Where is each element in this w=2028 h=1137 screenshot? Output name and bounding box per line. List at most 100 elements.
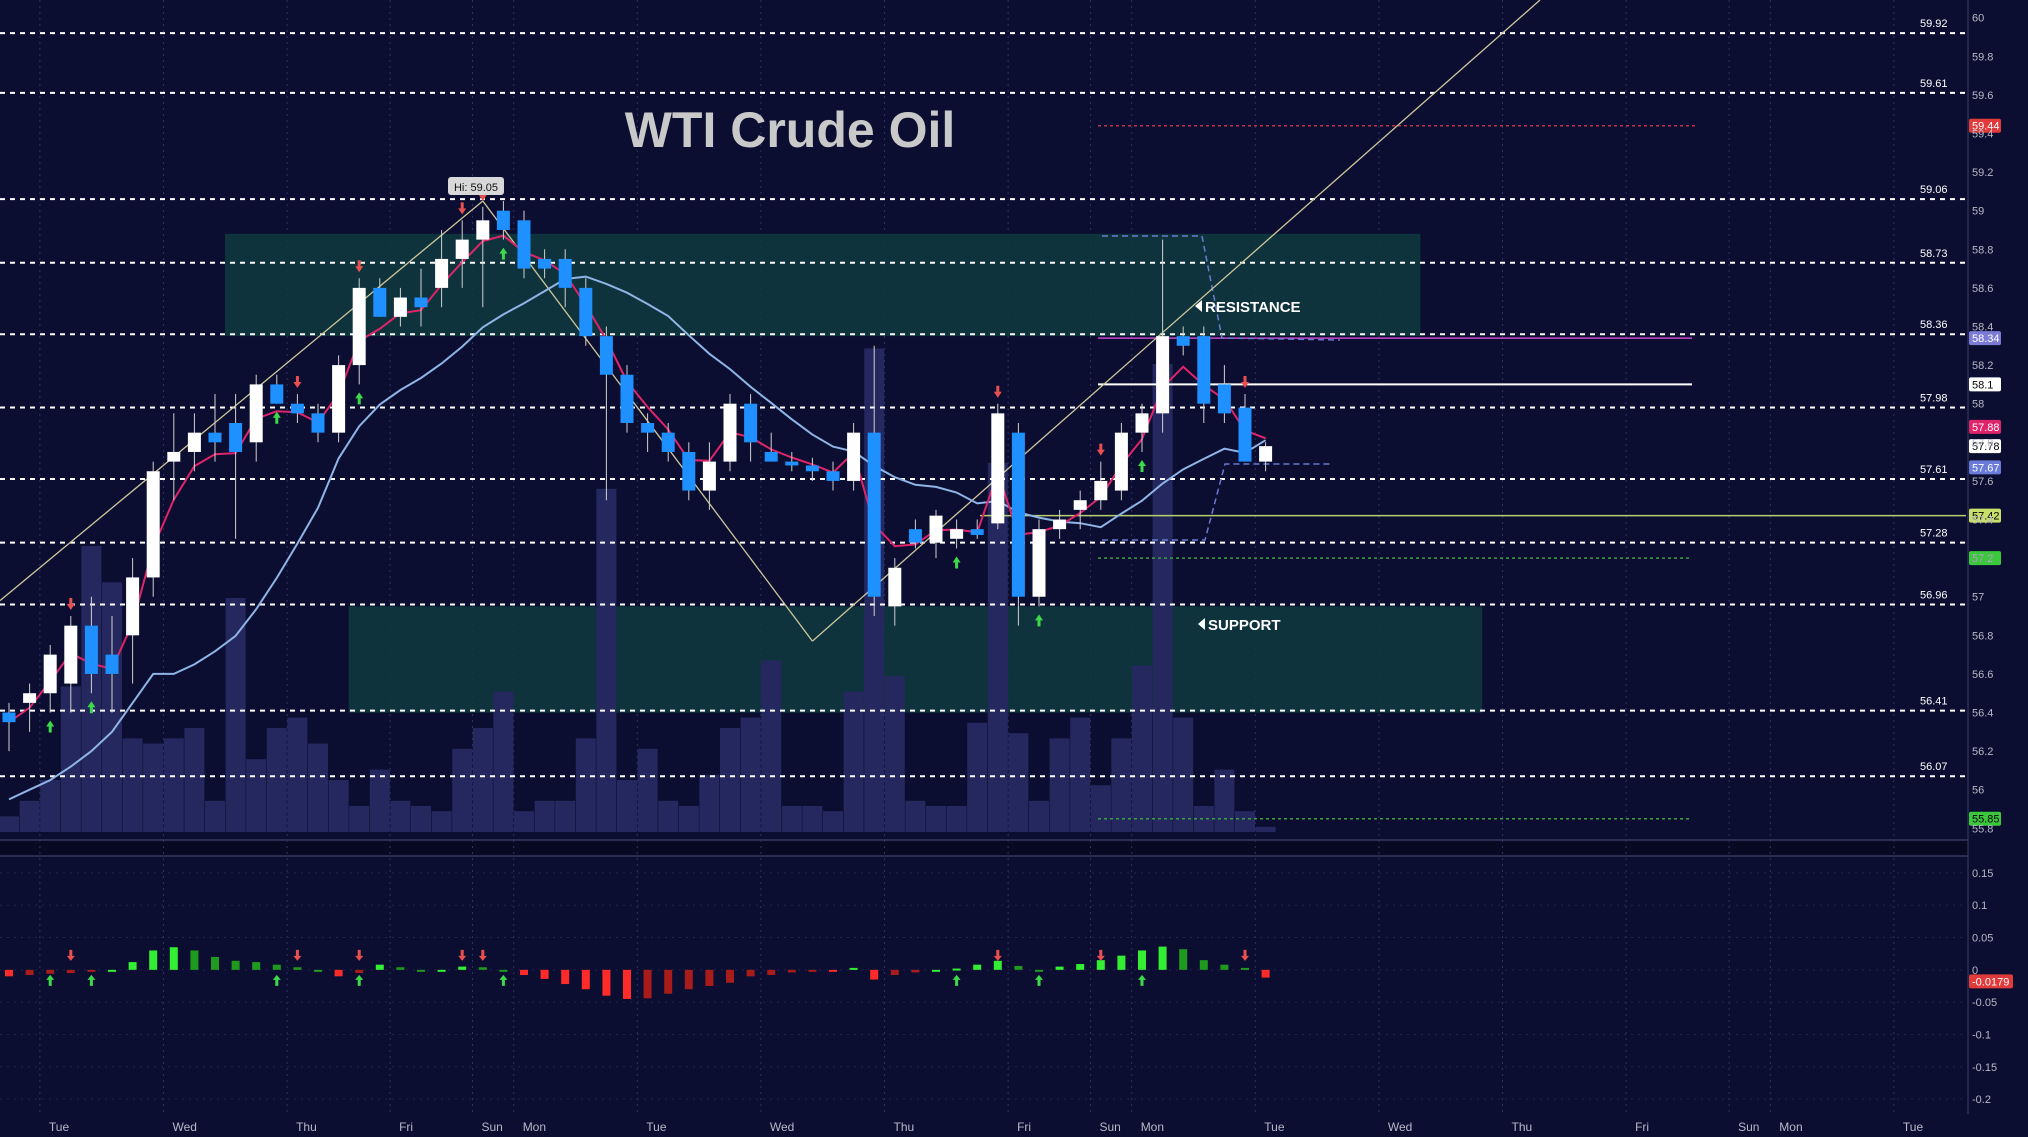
candle-body — [146, 471, 160, 578]
oscillator-tick-label: -0.05 — [1972, 997, 1997, 1009]
support-label: SUPPORT — [1208, 617, 1281, 634]
price-tags: 59.44 58.34 58.1 57.88 57.78 57.67 57.42 57.2 55… — [1969, 118, 2001, 826]
time-axis-label: Tue — [1903, 1120, 1924, 1134]
price-tick-label: 56.8 — [1972, 630, 1993, 642]
volume-bar — [926, 806, 946, 832]
level-line-label: 56.96 — [1920, 589, 1948, 601]
candle-body — [538, 258, 552, 269]
candle-body — [908, 529, 922, 543]
price-tick-label: 59 — [1972, 206, 1984, 218]
volume-bar — [802, 806, 823, 832]
oscillator-bar — [1117, 955, 1126, 970]
time-axis-label: Fri — [1635, 1120, 1649, 1134]
time-axis-label: Tue — [1264, 1120, 1285, 1134]
level-line-label: 59.92 — [1920, 18, 1948, 30]
volume-bar — [1090, 785, 1111, 832]
time-axis-label: Tue — [49, 1120, 70, 1134]
price-tick-label: 57.6 — [1972, 476, 1993, 488]
price-tag-box — [1969, 551, 2001, 566]
price-tick-label: 57 — [1972, 592, 1984, 604]
candle-body — [373, 287, 387, 317]
oscillator-buy-arrow-icon — [1035, 974, 1043, 986]
volume-bar — [740, 717, 761, 832]
candle-body — [64, 625, 78, 684]
candle-body — [661, 432, 675, 452]
volume-bar — [699, 774, 720, 832]
oscillator-bar — [66, 969, 75, 974]
volume-bar — [946, 806, 967, 832]
oscillator-bar — [149, 950, 158, 970]
candle-body — [867, 432, 881, 597]
level-line-label: 57.61 — [1920, 464, 1948, 476]
oscillator-bar — [581, 969, 590, 990]
candle-body — [352, 287, 366, 366]
oscillator-bar — [623, 969, 631, 999]
sell-signal-arrow-icon — [458, 202, 467, 215]
oscillator-buy-arrow-icon — [952, 974, 961, 986]
oscillator-bar — [478, 967, 487, 970]
volume-bar — [720, 728, 740, 832]
oscillator-bar — [499, 969, 508, 972]
time-axis-label: Fri — [1017, 1120, 1031, 1134]
price-tag-box — [1969, 439, 2001, 454]
oscillator-bar — [334, 969, 343, 977]
oscillator-bar — [890, 969, 899, 976]
chart-title: WTI Crude Oil — [625, 102, 956, 158]
oscillator-bar — [437, 969, 446, 972]
oscillator-buy-arrow-icon — [355, 974, 364, 986]
oscillator-bar — [1096, 960, 1105, 970]
candle-body — [1238, 407, 1252, 462]
price-tag-box — [1969, 377, 2001, 392]
candle-body — [455, 239, 469, 259]
candle-body — [167, 451, 181, 462]
candle-body — [1094, 480, 1108, 501]
signal-arrows — [46, 188, 1249, 733]
volume-bar — [1214, 769, 1235, 832]
volume-bar — [369, 769, 390, 832]
volume-bar — [328, 780, 349, 832]
support-pointer-icon — [1198, 618, 1205, 630]
price-tick-label: 57.8 — [1972, 437, 1993, 449]
volume-bar — [1193, 806, 1214, 832]
oscillator-sell-arrow-icon — [66, 949, 75, 961]
candle-body — [126, 577, 140, 636]
candle-body — [332, 365, 346, 433]
time-axis-label: Fri — [399, 1120, 413, 1134]
price-tick-label: 56.6 — [1972, 669, 1993, 681]
oscillator-tick-label: -0.15 — [1972, 1062, 1997, 1074]
time-axis-label: Thu — [1512, 1120, 1533, 1134]
oscillator-bar — [993, 960, 1002, 970]
volume-bar — [884, 676, 905, 832]
oscillator-bar — [602, 969, 611, 996]
candle-body — [2, 712, 16, 723]
candle-body — [311, 413, 325, 433]
oscillator-bar — [1014, 965, 1023, 970]
time-axis-label: Sun — [1100, 1120, 1121, 1134]
buy-signal-arrow-icon — [1035, 614, 1043, 627]
oscillator-bar — [108, 969, 116, 972]
volume-bar — [143, 743, 164, 832]
volume-bar — [452, 748, 473, 832]
time-axis-label: Mon — [523, 1120, 546, 1134]
price-tag-text: 57.78 — [1972, 441, 2000, 453]
buy-signal-arrow-icon — [46, 720, 55, 733]
candle-body — [249, 384, 263, 443]
candle-body — [847, 432, 861, 481]
oscillator-bar — [973, 964, 982, 970]
candle-body — [270, 384, 284, 404]
volume-bar — [349, 806, 370, 832]
oscillator-bar — [25, 969, 34, 976]
sell-signal-arrow-icon — [66, 598, 75, 611]
price-tick-label: 58.4 — [1972, 321, 1993, 333]
candle-body — [414, 297, 428, 308]
time-axis-label: Mon — [1779, 1120, 1802, 1134]
candle-body — [187, 432, 201, 452]
candle-body — [290, 403, 304, 414]
volume-bar — [493, 691, 514, 832]
candle-body — [43, 654, 57, 694]
price-tick-label: 56.2 — [1972, 746, 1993, 758]
volume-bar — [905, 800, 926, 832]
price-tag-text: 57.2 — [1972, 553, 1993, 565]
oscillator-bar — [746, 969, 755, 977]
price-tick-label: 58.2 — [1972, 360, 1993, 372]
